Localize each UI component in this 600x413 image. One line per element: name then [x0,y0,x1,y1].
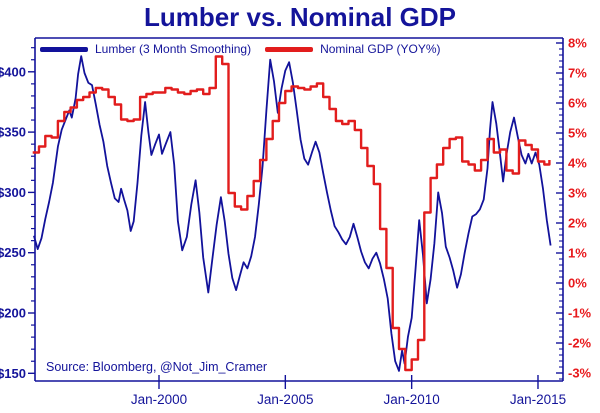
x-axis-tick-label: Jan-2015 [510,392,566,407]
lumber-legend-swatch [40,46,88,52]
left-axis-tick-label: $150 [0,366,26,381]
lumber-series-line [33,55,552,372]
lumber-legend-label: Lumber (3 Month Smoothing) [95,42,252,56]
right-axis-tick-label: 5% [568,126,587,141]
gdp-legend-swatch [265,46,314,52]
x-axis-tick-label: Jan-2005 [257,392,313,407]
gdp-series-line [32,55,551,372]
right-axis-tick-label: 2% [568,216,587,231]
right-axis-tick-label: -1% [568,306,592,321]
legend: Lumber (3 Month Smoothing) Nominal GDP (… [40,41,441,57]
gdp-legend-label: Nominal GDP (YOY%) [320,42,441,56]
right-axis-tick-label: 0% [568,276,587,291]
right-axis-tick-label: -3% [568,366,592,381]
source-note: Source: Bloomberg, @Not_Jim_Cramer [46,360,268,374]
x-axis-tick-label: Jan-2010 [384,392,440,407]
left-axis-tick-label: $350 [0,125,26,140]
right-axis-tick-label: 1% [568,246,587,261]
left-axis-tick-label: $250 [0,245,26,260]
right-axis-tick-label: 8% [568,36,587,51]
right-axis-tick-label: 6% [568,96,587,111]
left-axis-tick-label: $200 [0,306,26,321]
x-axis-tick-label: Jan-2000 [131,392,187,407]
chart-title: Lumber vs. Nominal GDP [143,2,457,32]
right-axis-tick-label: 3% [568,186,587,201]
right-axis-tick-label: 7% [568,66,587,81]
left-axis-tick-label: $400 [0,64,26,79]
left-axis-tick-label: $300 [0,185,26,200]
right-axis-tick-label: -2% [568,336,592,351]
right-axis-tick-label: 4% [568,156,587,171]
